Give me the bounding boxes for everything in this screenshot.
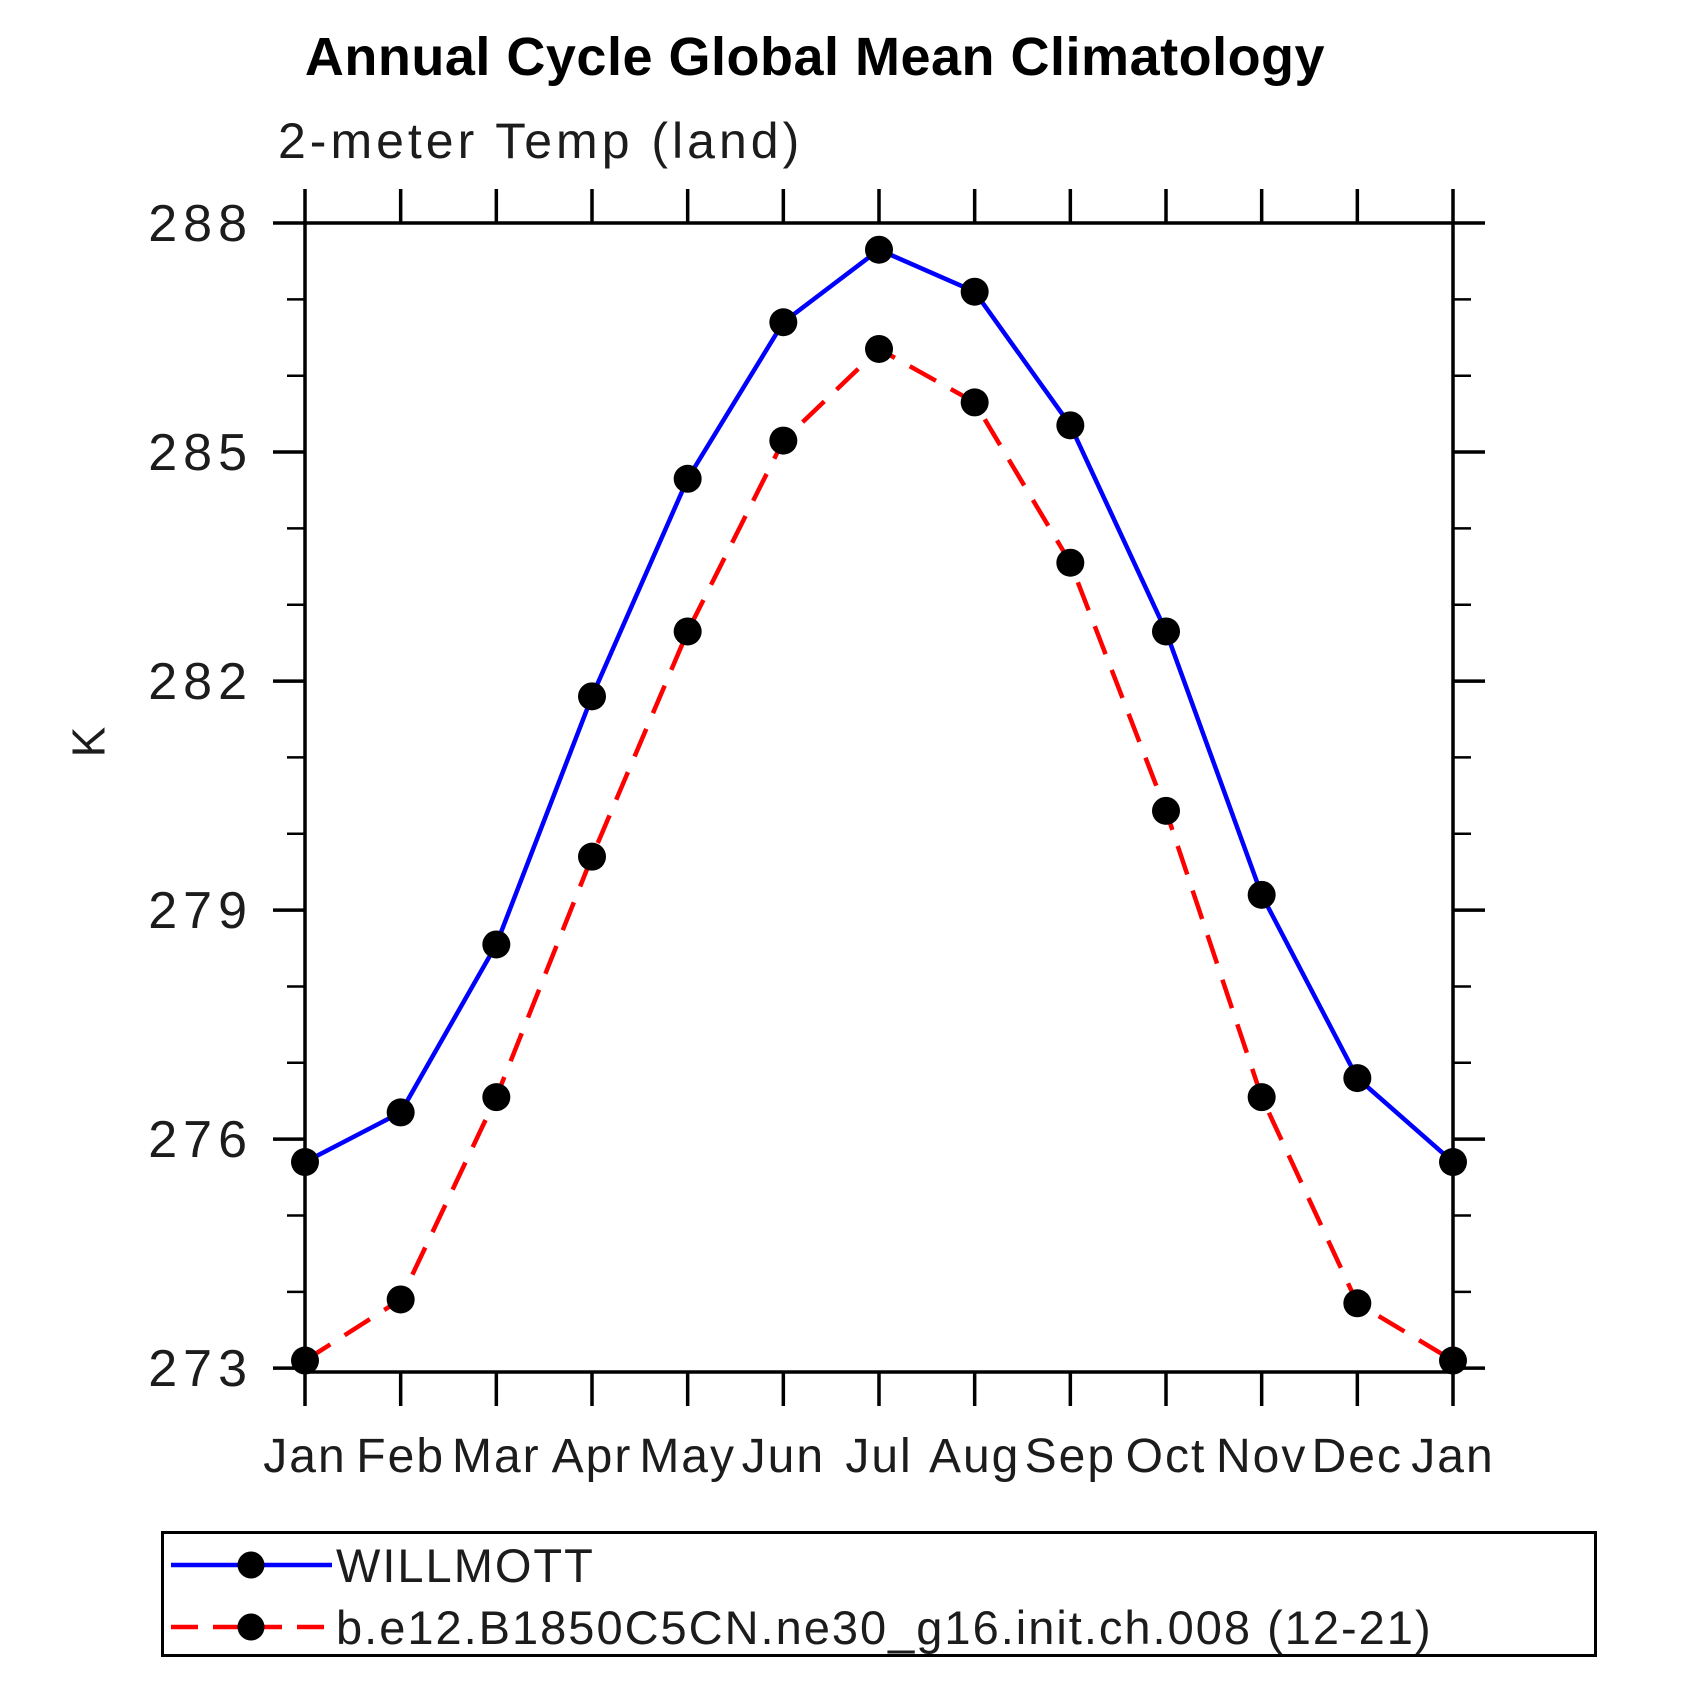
- x-tick-label: Jun: [742, 1430, 825, 1483]
- data-point-marker: [1247, 880, 1276, 909]
- x-tick-label: Sep: [1025, 1430, 1116, 1483]
- data-point-marker: [291, 1346, 319, 1375]
- x-tick-label: May: [639, 1430, 736, 1483]
- x-tick-label: Feb: [356, 1430, 445, 1483]
- x-tick-label: Jul: [845, 1430, 912, 1483]
- data-point-marker: [865, 235, 893, 264]
- data-point-marker: [386, 1098, 415, 1127]
- legend-line-sample-dashed: [171, 1613, 332, 1641]
- x-tick-label: Dec: [1312, 1430, 1403, 1483]
- series-line-model: [303, 346, 1455, 1363]
- legend-marker-icon: [237, 1551, 265, 1579]
- data-point-marker: [482, 930, 511, 959]
- x-tick-label: Jan: [263, 1430, 346, 1483]
- data-point-marker: [1343, 1064, 1372, 1093]
- data-point-marker: [1056, 411, 1085, 440]
- data-point-marker: [865, 334, 893, 363]
- legend-label-model: b.e12.B1850C5CN.ne30_g16.init.ch.008 (12…: [336, 1600, 1433, 1654]
- data-point-marker: [1152, 617, 1180, 646]
- data-point-marker: [1439, 1148, 1467, 1177]
- data-point-marker: [960, 388, 989, 417]
- chart-title: Annual Cycle Global Mean Climatology: [304, 27, 1326, 87]
- y-tick-label: 282: [148, 653, 253, 711]
- x-tick-label: Apr: [552, 1430, 633, 1483]
- x-tick-label: Mar: [452, 1430, 541, 1483]
- y-tick-label: 276: [148, 1111, 253, 1169]
- legend-marker-icon: [237, 1613, 265, 1641]
- data-point-marker: [578, 842, 606, 871]
- data-point-marker: [386, 1285, 415, 1314]
- legend-box: WILLMOTT b.e12.B1850C5CN.ne30_g16.init.c…: [161, 1531, 1597, 1657]
- data-point-marker: [1056, 548, 1085, 577]
- legend-row-model: b.e12.B1850C5CN.ne30_g16.init.ch.008 (12…: [166, 1596, 1433, 1658]
- y-tick-label: 285: [148, 424, 253, 482]
- data-point-marker: [482, 1083, 511, 1112]
- data-point-marker: [578, 682, 606, 711]
- legend-row-willmott: WILLMOTT: [166, 1534, 595, 1596]
- legend-label-willmott: WILLMOTT: [336, 1538, 595, 1592]
- data-point-marker: [1247, 1083, 1276, 1112]
- x-tick-label: Oct: [1126, 1430, 1207, 1483]
- data-point-marker: [769, 308, 798, 337]
- y-tick-label: 279: [148, 882, 253, 940]
- data-point-marker: [1343, 1289, 1372, 1318]
- x-tick-label: Jan: [1411, 1430, 1494, 1483]
- data-point-marker: [291, 1148, 319, 1177]
- data-point-marker: [960, 277, 989, 306]
- data-point-marker: [1152, 796, 1180, 825]
- y-tick-label: 288: [148, 195, 253, 253]
- chart-subtitle: 2-meter Temp (land): [278, 113, 804, 169]
- y-tick-label: 273: [148, 1340, 253, 1398]
- plot-frame: [303, 221, 1455, 1374]
- data-point-marker: [673, 464, 702, 493]
- x-tick-label: Aug: [929, 1430, 1020, 1483]
- data-point-marker: [1439, 1346, 1467, 1375]
- legend-line-sample-solid: [171, 1551, 332, 1579]
- x-tick-label: Nov: [1216, 1430, 1307, 1483]
- data-point-marker: [769, 426, 798, 455]
- series-line-willmott: [303, 247, 1455, 1165]
- data-point-marker: [673, 617, 702, 646]
